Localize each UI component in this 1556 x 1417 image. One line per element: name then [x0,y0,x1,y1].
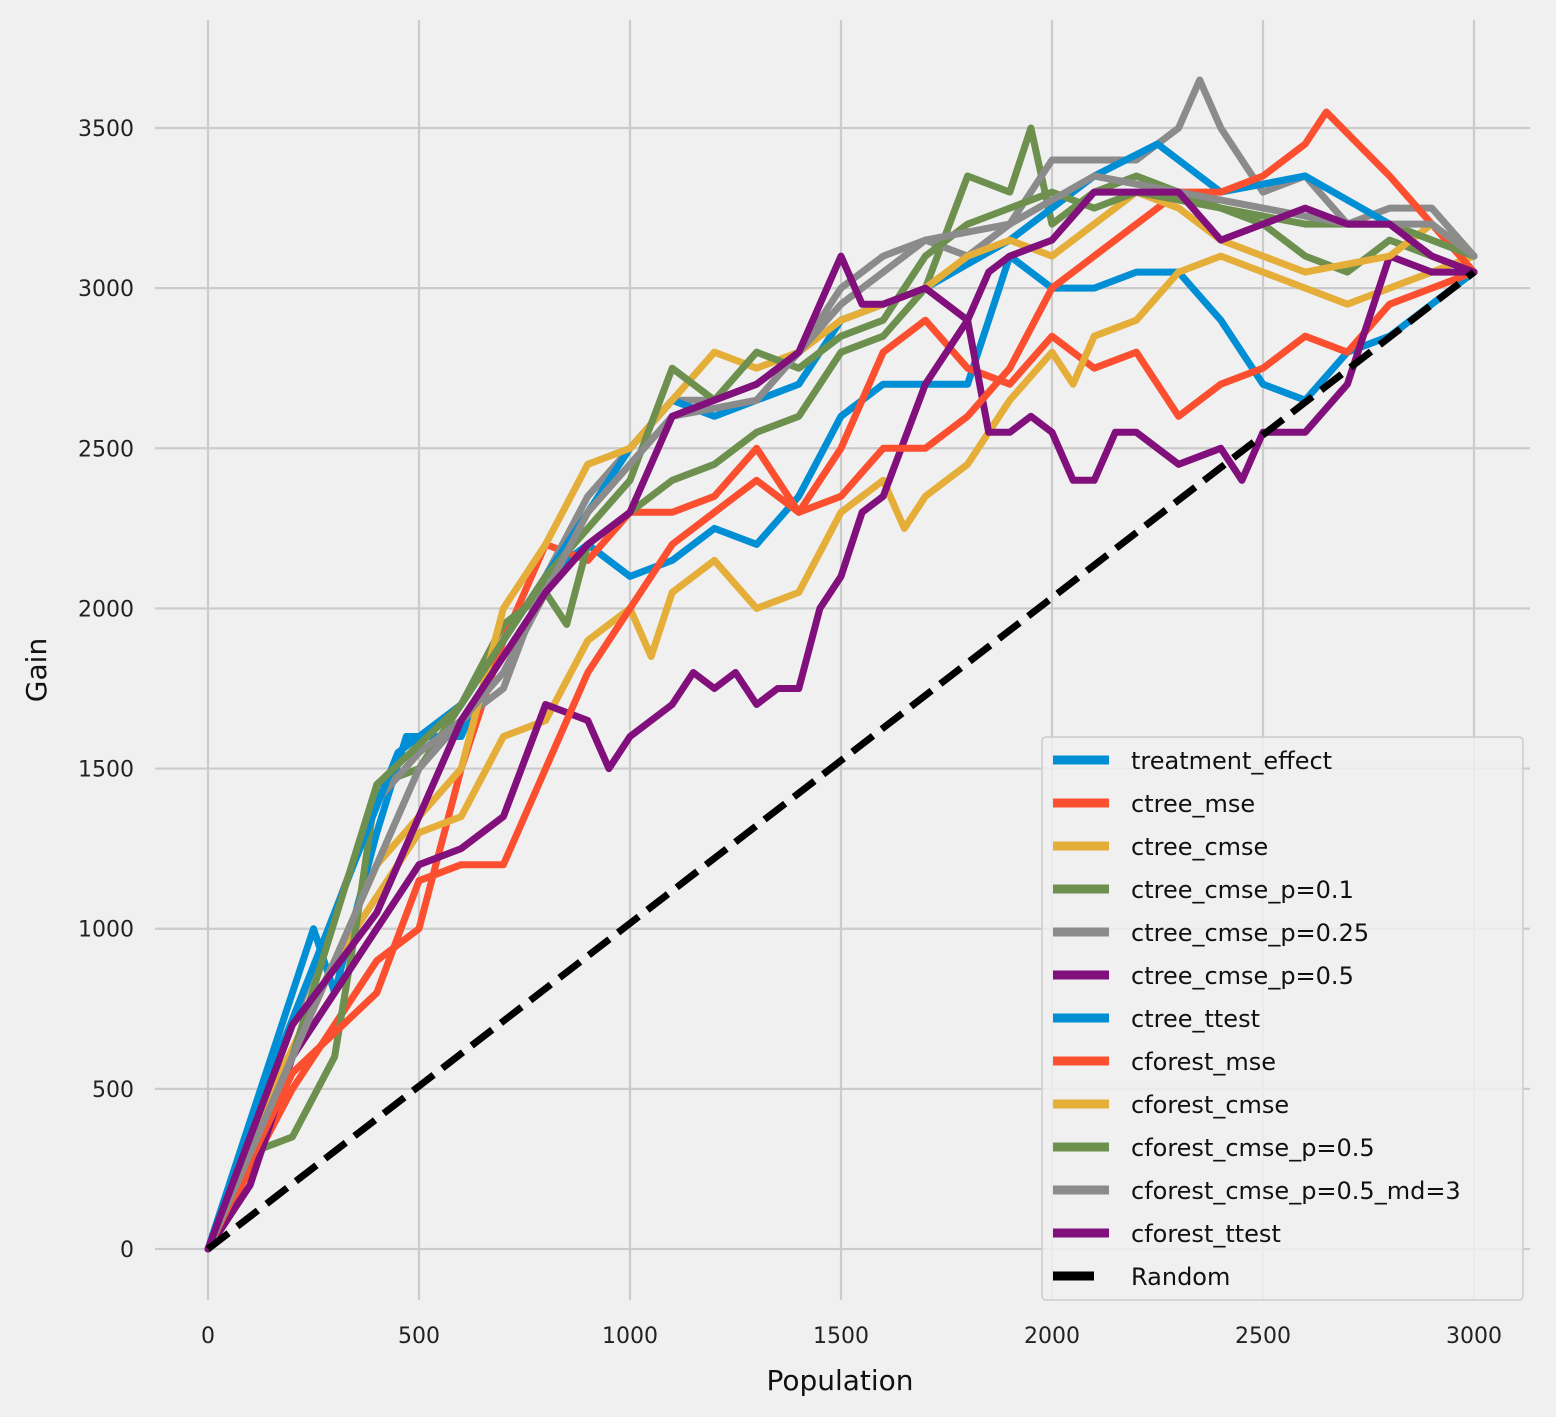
y-tick-label: 1000 [78,918,134,943]
y-axis-ticks: 0 500 1000 1500 2000 2500 3000 3500 [78,117,134,1263]
legend-entry-label: ctree_cmse_p=0.25 [1131,919,1369,947]
x-tick-label: 1000 [602,1324,658,1349]
legend-entry-label: cforest_cmse_p=0.5_md=3 [1131,1177,1461,1205]
y-tick-label: 500 [92,1078,134,1103]
legend-entry-label: ctree_mse [1131,790,1255,818]
legend-box [1041,736,1524,1301]
legend-entry-label: treatment_effect [1131,747,1332,775]
y-tick-label: 3500 [78,117,134,142]
legend-entry-label: ctree_cmse_p=0.1 [1131,876,1354,904]
x-tick-label: 3000 [1446,1324,1502,1349]
y-tick-label: 0 [120,1238,134,1263]
x-tick-label: 2500 [1235,1324,1291,1349]
legend-entry-label: cforest_cmse_p=0.5 [1131,1134,1375,1162]
x-tick-label: 500 [398,1324,440,1349]
x-axis-label: Population [766,1364,913,1397]
x-tick-label: 1500 [813,1324,869,1349]
legend-entry-label: ctree_ttest [1131,1005,1260,1033]
series-line-ctree-cmse [204,252,1478,1253]
x-tick-label: 0 [201,1324,215,1349]
legend-entry-label: Random [1131,1263,1230,1291]
series-line-cforest-cmse-p-0-5 [204,188,1478,1253]
legend-entry-label: cforest_mse [1131,1048,1276,1076]
y-tick-label: 3000 [78,277,134,302]
y-tick-label: 2500 [78,437,134,462]
series-line-cforest-mse [204,108,1478,1253]
legend-entry-label: cforest_cmse [1131,1091,1289,1119]
y-tick-label: 2000 [78,597,134,622]
series-line-ctree-cmse-p-0-25 [204,76,1478,1253]
series-lines [204,76,1478,1253]
legend-entry-label: ctree_cmse_p=0.5 [1131,962,1354,990]
legend-entry-label: ctree_cmse [1131,833,1268,861]
y-axis-label: Gain [20,638,53,702]
series-line-ctree-cmse-p-0-5 [204,252,1478,1253]
series-line-cforest-ttest [204,188,1478,1253]
x-axis-ticks: 0 500 1000 1500 2000 2500 3000 [201,1324,1502,1349]
x-tick-label: 2000 [1024,1324,1080,1349]
y-tick-label: 1500 [78,758,134,783]
legend: treatment_effect ctree_mse ctree_cmsectree… [1041,736,1524,1301]
legend-entry-label: cforest_ttest [1131,1220,1281,1248]
series-line-random [205,269,1477,1252]
